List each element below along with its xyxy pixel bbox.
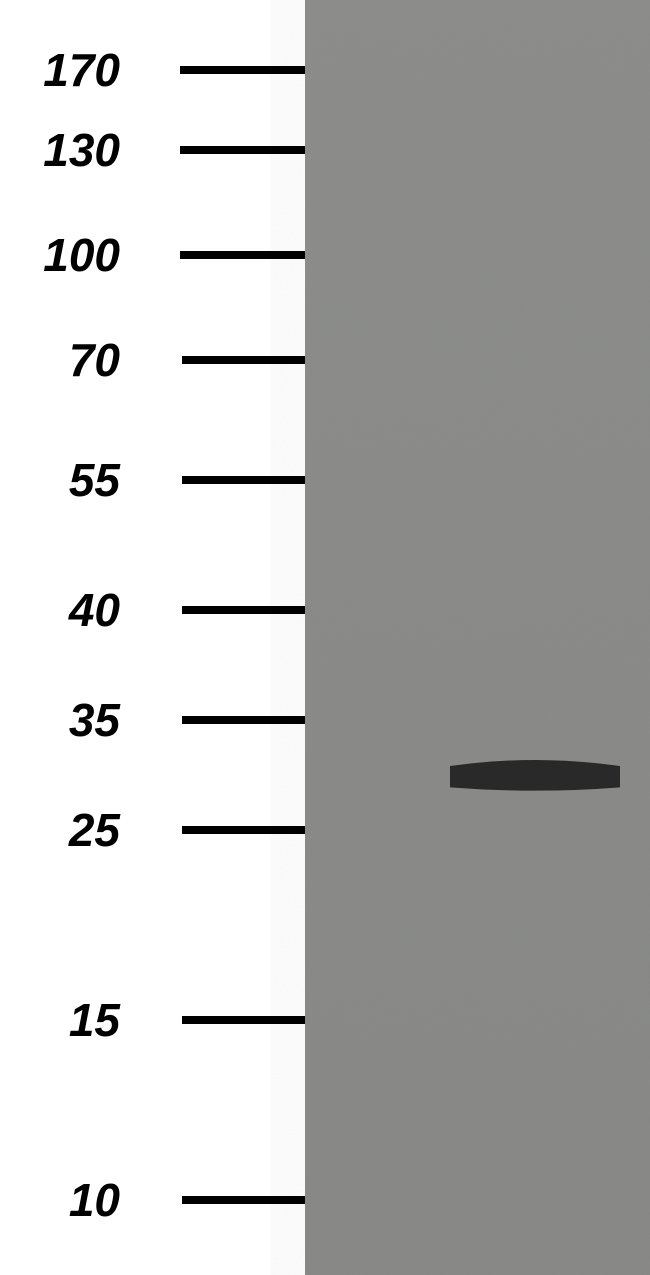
blot-membrane <box>0 0 650 1275</box>
blot-band <box>450 760 620 791</box>
western-blot-figure: 17013010070554035251510 <box>0 0 650 1275</box>
